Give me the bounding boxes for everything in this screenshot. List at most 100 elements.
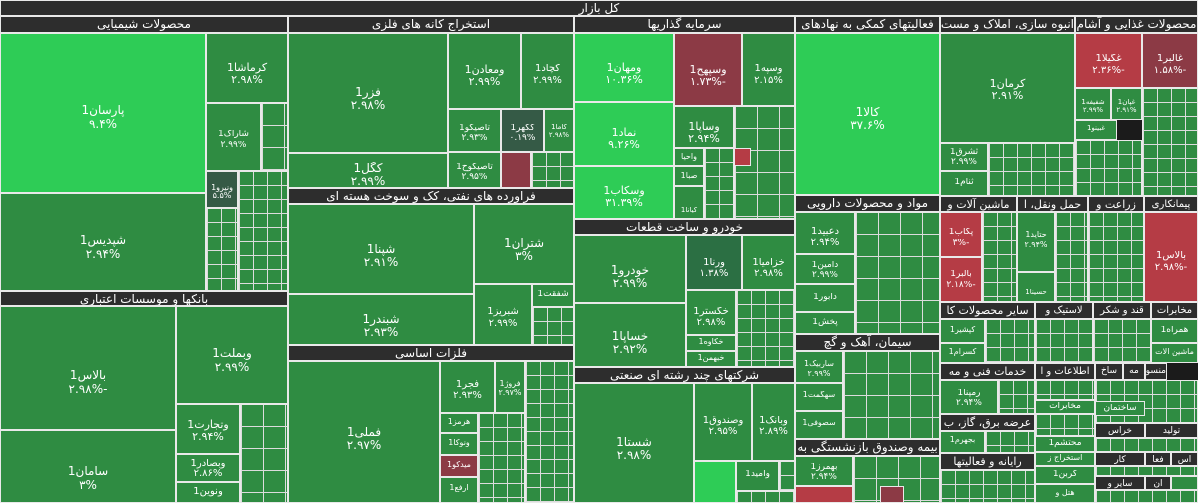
tile-saman[interactable]: وبصادر1 ۲.۸۶%: [176, 454, 240, 482]
tile-khsapa[interactable]: خساپا1 ۲.۹۲%: [574, 303, 686, 367]
tile-thshargh[interactable]: ثشرق1 ۲.۹۹%: [940, 143, 988, 171]
tile-group-chemicals-mini[interactable]: [206, 208, 238, 291]
tile-kesram[interactable]: کسرام1: [940, 343, 985, 363]
tile-shfifeh[interactable]: شفیفه1 ۲.۹۹%: [1075, 88, 1111, 120]
sector-header-khoras[interactable]: تولید: [1145, 423, 1198, 438]
sector-header-faa[interactable]: اس: [1171, 452, 1198, 466]
tile-bjahrom[interactable]: بجهرم1: [940, 431, 985, 453]
tile-group-multi-edge[interactable]: [779, 461, 795, 491]
tile-thnam[interactable]: ثنام1: [940, 171, 988, 196]
tile-mokhaberat-label[interactable]: ساختمان: [1095, 401, 1145, 416]
sector-header-investments[interactable]: سرمایه گذاریها: [574, 16, 795, 33]
tile-ghgila[interactable]: غگیلا1 -۲.۳۶%: [1075, 33, 1142, 88]
sector-header-kar[interactable]: فعا: [1145, 452, 1171, 466]
sector-header-chemicals[interactable]: محصولات شیمیایی: [0, 16, 288, 33]
sector-header-construction[interactable]: انبوه سازی، املاک و مست: [940, 16, 1075, 33]
tile-vbsader[interactable]: وتجارت1 ۲.۹۴%: [176, 404, 240, 454]
tile-arfa[interactable]: ارفع1: [440, 477, 478, 503]
tile-group-chemicals-tiny[interactable]: [238, 171, 288, 291]
tile-vnoka[interactable]: ونوکا1: [440, 433, 478, 455]
tile-machinery-label[interactable]: مخابرات: [1035, 400, 1095, 414]
sector-header-metal-ores[interactable]: استخراج کانه های فلزی: [288, 16, 574, 33]
tile-group-saier-small[interactable]: [1095, 438, 1198, 452]
tile-kermasha[interactable]: کرماشا1 ۲.۹۸%: [206, 33, 288, 103]
tile-fzar[interactable]: فزر1 ۲.۹۸%: [288, 33, 448, 153]
sector-header-tires[interactable]: لاستیک و: [1035, 302, 1093, 319]
tile-group-agri-small[interactable]: [1088, 212, 1144, 302]
tile-group-pharma-small[interactable]: [855, 212, 940, 334]
sector-header-other-products[interactable]: سایر محصولات کا: [940, 302, 1035, 319]
tile-ghbino[interactable]: غبینو1: [1075, 120, 1117, 140]
tile-sarbik[interactable]: ساربیک1 ۲.۹۹%: [795, 351, 843, 383]
tile-hsina[interactable]: حسینا1: [1017, 272, 1055, 302]
tile-vbmellat[interactable]: بالاس1 -۲.۹۸%: [0, 306, 176, 430]
tile-rampna[interactable]: رمپنا1 ۲.۹۴%: [940, 380, 998, 414]
tile-fajr[interactable]: فجر1 ۲.۹۳%: [440, 361, 495, 413]
tile-vbank[interactable]: وبانک1 ۲.۸۹%: [752, 383, 795, 461]
sector-header-auto[interactable]: خودرو و ساخت قطعات: [574, 219, 795, 235]
tile-shpdis[interactable]: شپدیس1 ۲.۹۴%: [0, 193, 206, 291]
tile-group-invest-mini[interactable]: [704, 148, 734, 219]
tile-namad[interactable]: نماد1 ۹.۲۶%: [574, 102, 674, 166]
tile-bahmarz[interactable]: بهمرز1 ۲.۹۴%: [795, 456, 853, 486]
tile-group-metals-mid[interactable]: [478, 413, 525, 503]
tile-group-sugar-small[interactable]: [1093, 319, 1151, 363]
tile-forooj[interactable]: فروژ1 ۲.۹۷%: [495, 361, 525, 413]
sector-header-basic-metals[interactable]: فلزات اساسی: [288, 345, 574, 361]
tile-ore-red[interactable]: [501, 152, 531, 188]
tile-ghalbor[interactable]: غالبر1 -۱.۵۸%: [1142, 33, 1198, 88]
tile-fmeli[interactable]: فملی1 ۲.۹۷%: [288, 361, 440, 503]
tile-ghpan[interactable]: غپان1 ۲.۹۱%: [1111, 88, 1142, 120]
tile-dabor[interactable]: دابور1: [795, 284, 855, 312]
tile-midco[interactable]: میدکو1: [440, 455, 478, 477]
tile-group-transport-small[interactable]: [1055, 212, 1088, 302]
tile-group-metals-right[interactable]: [525, 361, 574, 503]
tile-group-ores-small[interactable]: [531, 152, 574, 188]
tile-vsapa[interactable]: وساپا1 ۲.۹۴%: [674, 106, 734, 148]
tile-group-machinery-small[interactable]: [982, 212, 1017, 302]
tile-estekhraj[interactable]: کربن1: [1035, 466, 1095, 484]
tile-vmaaden[interactable]: ومعادن1 ۲.۹۹%: [448, 33, 521, 109]
tile-group-utilities-small[interactable]: [985, 431, 1035, 453]
tile-group-it-lower[interactable]: [1035, 414, 1095, 436]
tile-kchad[interactable]: کچاد1 ۲.۹۹%: [521, 33, 574, 109]
sector-header-hotel[interactable]: سایر و: [1095, 476, 1145, 490]
tile-akhabar[interactable]: همراه1: [1151, 319, 1198, 343]
tile-kala[interactable]: کالا1 ۳۷.۶%: [795, 33, 940, 195]
tile-group-multi-small[interactable]: [736, 491, 795, 503]
tile-group-other-small[interactable]: [985, 319, 1035, 363]
sector-header-mah[interactable]: منسوجات: [1145, 363, 1167, 380]
tile-vsandoogh[interactable]: وصندوق1 ۲.۹۵%: [694, 383, 752, 461]
tile-kiana[interactable]: کیانا1: [674, 186, 704, 219]
tile-balbor[interactable]: بالبر1 -۲.۱۸%: [940, 257, 982, 302]
tile-group-bottom-right2[interactable]: [1095, 490, 1198, 503]
sector-header-food[interactable]: محصولات غذایی و آشام: [1075, 16, 1198, 33]
tile-vomid[interactable]: وامید1: [736, 461, 779, 491]
sector-header-as[interactable]: ان: [1145, 476, 1171, 490]
tile-shpna[interactable]: شپنا1 ۲.۹۱%: [288, 204, 474, 294]
tile-tasiko[interactable]: تاصیکو1 ۲.۹۳%: [448, 109, 501, 152]
tile-group-computer-small[interactable]: [940, 470, 1035, 503]
tile-shasta[interactable]: شستا1 ۲.۹۸%: [574, 383, 694, 503]
tile-vrna[interactable]: ورنا1 ۱.۳۸%: [686, 235, 742, 290]
tile-group-banks-small[interactable]: [240, 404, 288, 503]
tile-hamrah[interactable]: ماشین آلات: [1151, 343, 1198, 363]
tile-balas[interactable]: بالاس1 -۲.۹۸%: [1144, 212, 1198, 302]
tile-group-construction-small[interactable]: [988, 143, 1075, 196]
tile-group-oil-small[interactable]: [532, 307, 574, 345]
tile-shbandar[interactable]: شبندر1 ۲.۹۳%: [288, 294, 474, 345]
sector-header-tolid[interactable]: کار: [1095, 452, 1145, 466]
tile-group-food-small[interactable]: [1142, 88, 1198, 196]
tile-khkaveh[interactable]: خکاوه1: [686, 335, 736, 351]
tile-vskab[interactable]: وسکاب1 ۳۱.۳۹%: [574, 166, 674, 219]
tile-shtran[interactable]: شتران1 ۳%: [474, 204, 574, 284]
tile-group-tires-small[interactable]: [1035, 319, 1093, 363]
tile-vahya[interactable]: واحیا: [674, 148, 704, 166]
sector-header-contracting[interactable]: پیمانکاری: [1144, 196, 1198, 212]
tile-group-eng-small[interactable]: [998, 380, 1035, 414]
tile-vpars[interactable]: ونوین1: [176, 482, 240, 503]
sector-header-transport[interactable]: حمل ونقل، ا: [1017, 196, 1088, 212]
tile-vsepah1[interactable]: وسپه1 ۲.۱۵%: [742, 33, 795, 106]
tile-pakhsh[interactable]: پخش1: [795, 312, 855, 334]
tile-vniru[interactable]: ونیرو1 ۵.۵%: [206, 171, 238, 208]
